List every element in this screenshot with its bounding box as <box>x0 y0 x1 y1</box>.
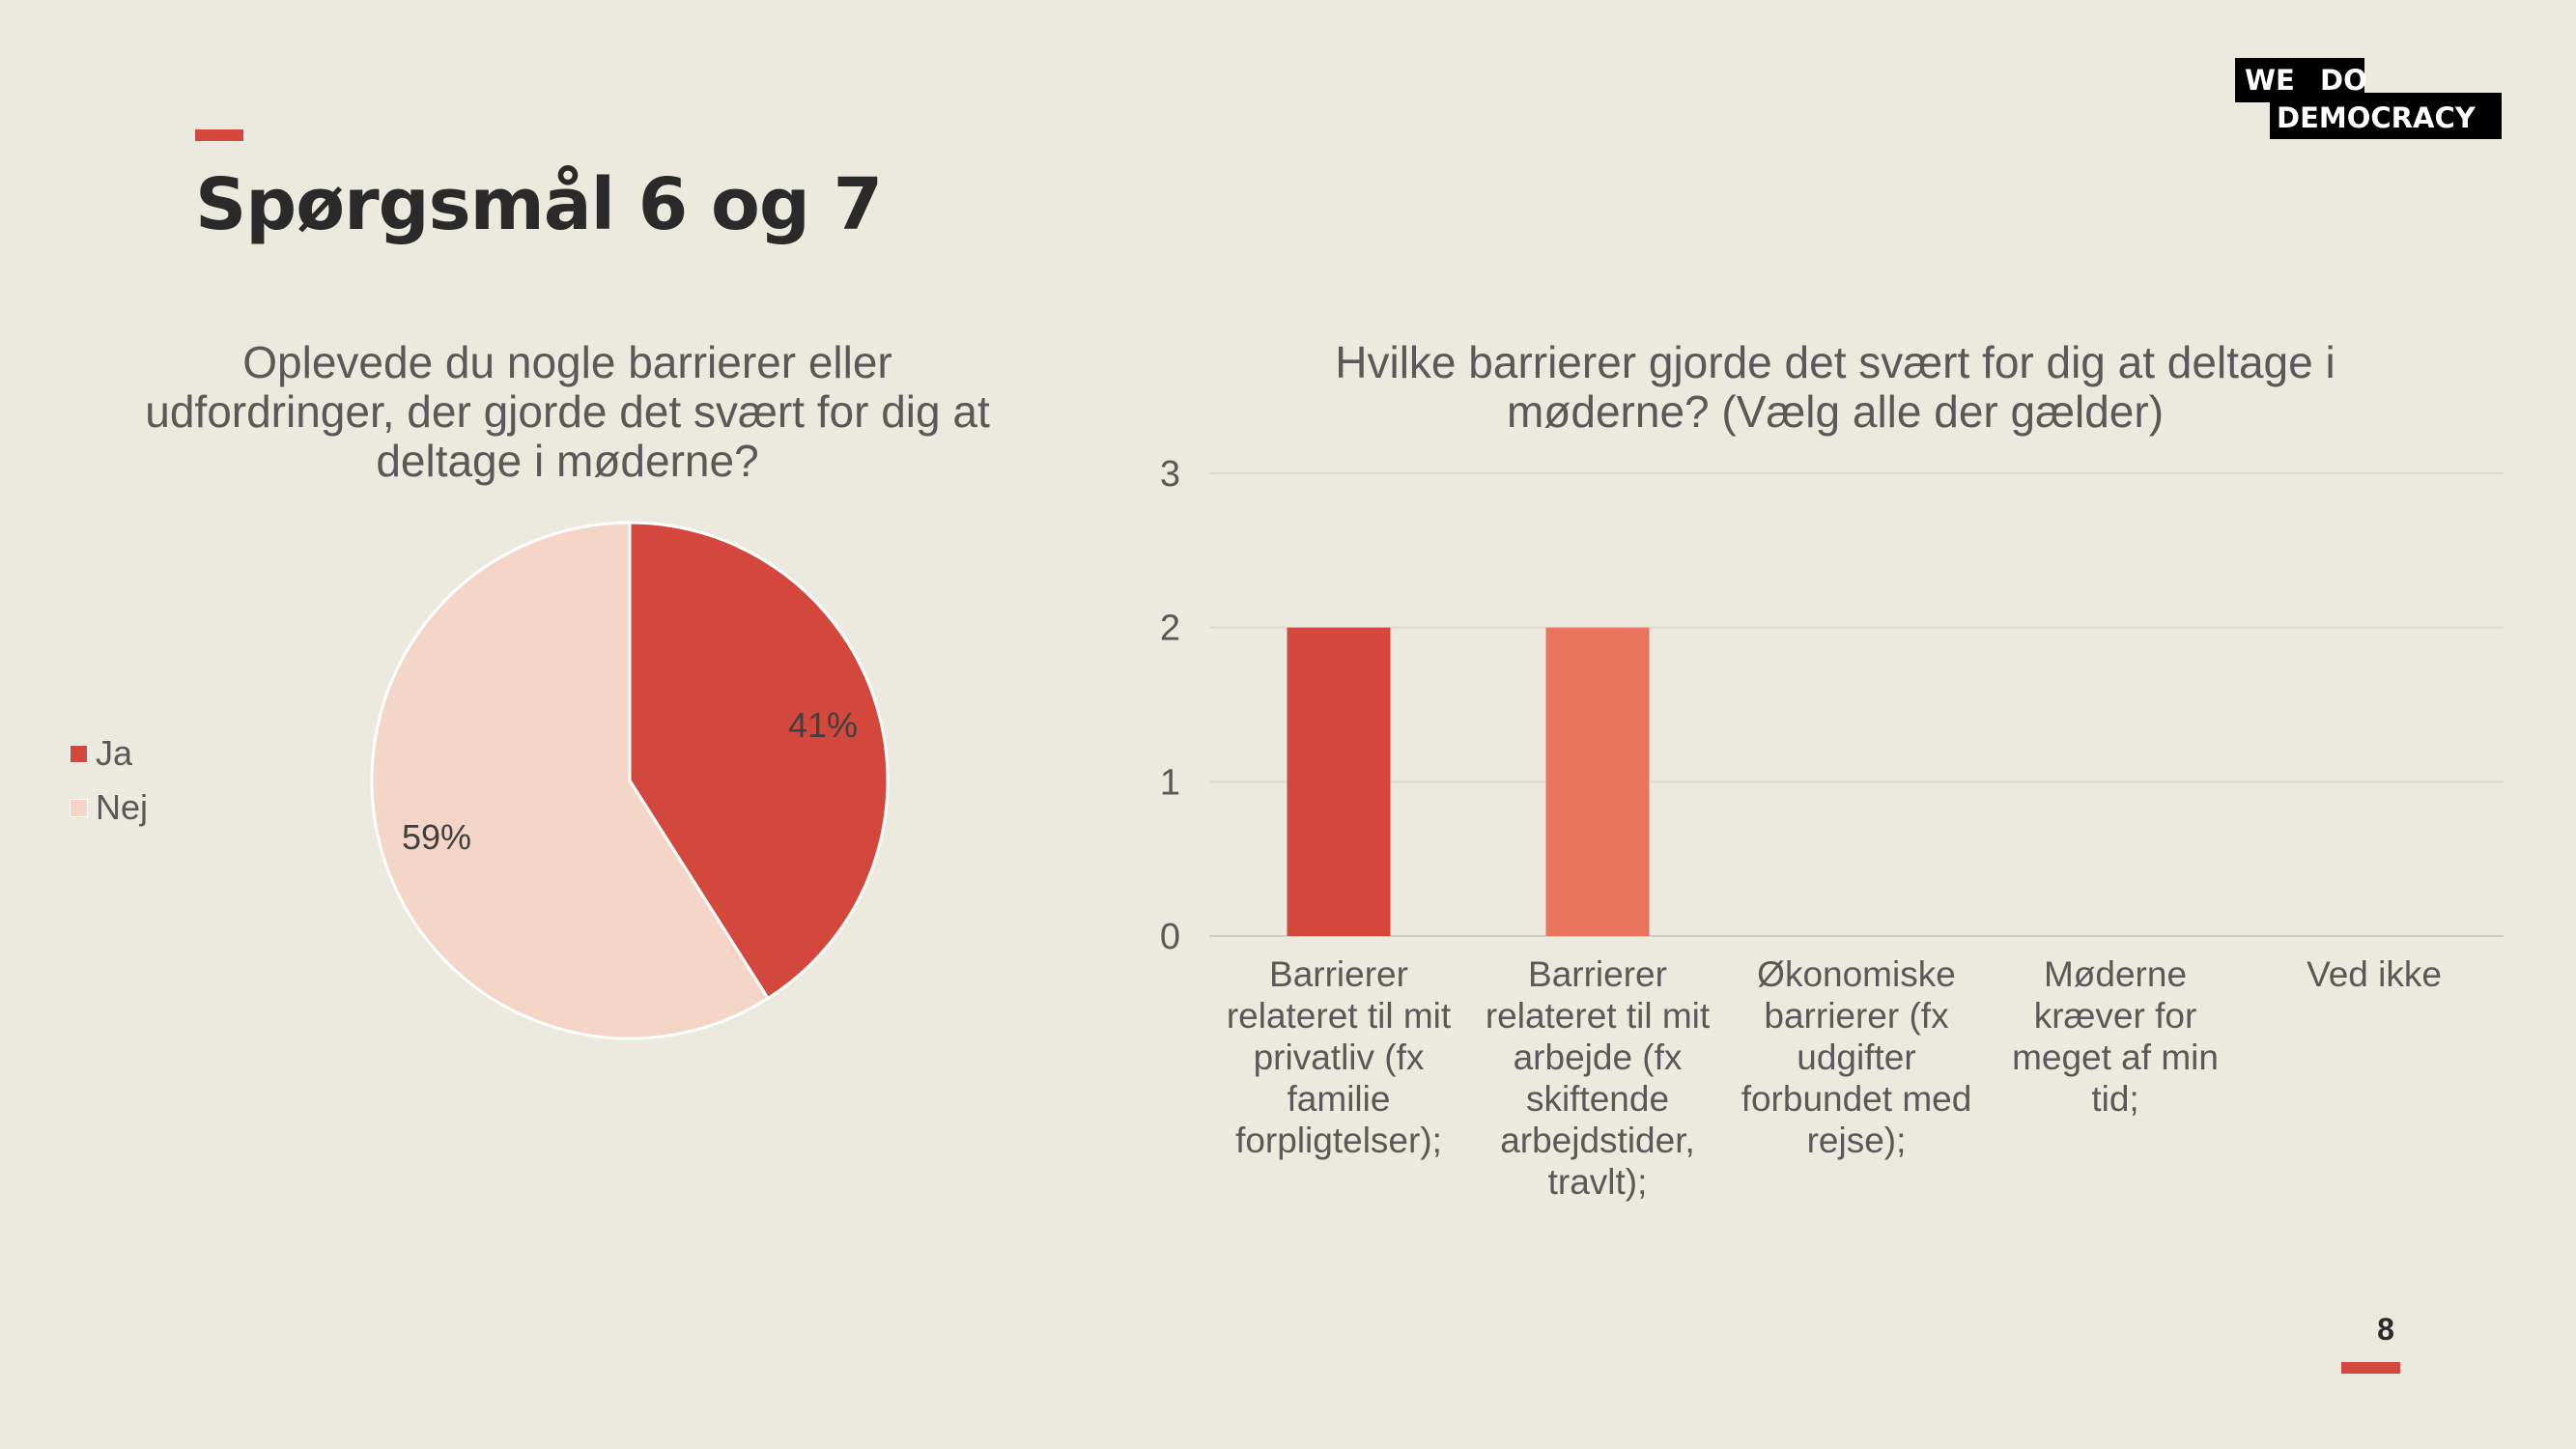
legend-item-nej: Nej <box>70 781 148 835</box>
page-number-accent-bar <box>2341 1362 2400 1374</box>
y-tick-label-0: 0 <box>1160 917 1180 957</box>
title-accent-bar <box>195 129 243 141</box>
logo-word-do: DO <box>2320 64 2367 97</box>
page-title: Spørgsmål 6 og 7 <box>195 163 883 246</box>
bar-chart-title: Hvilke barrierer gjorde det svært for di… <box>1335 337 2335 437</box>
x-category-label-4: Møderne kræver for meget af min tid; <box>2012 954 2219 1119</box>
pie-data-label-nej: 59% <box>402 817 471 857</box>
logo-word-we: WE <box>2245 64 2295 97</box>
bar-2 <box>1545 627 1650 936</box>
y-tick-label-2: 2 <box>1160 609 1180 649</box>
pie-legend: Ja Nej <box>70 726 148 835</box>
x-category-label-3: Økonomiske barrierer (fx udgifter forbun… <box>1741 954 1972 1160</box>
page-number: 8 <box>2377 1312 2394 1347</box>
bar-1 <box>1287 627 1391 936</box>
legend-item-ja: Ja <box>70 726 148 781</box>
pie-slice-nej <box>370 521 771 1040</box>
legend-swatch-ja <box>70 744 88 763</box>
legend-swatch-nej <box>70 798 88 817</box>
x-category-label-2: Barrierer relateret til mit arbejde (fx … <box>1485 954 1711 1202</box>
y-tick-label-3: 3 <box>1160 454 1180 495</box>
legend-label-ja: Ja <box>96 733 133 773</box>
x-category-label-1: Barrierer relateret til mit privatliv (f… <box>1226 954 1452 1160</box>
pie-data-label-ja: 41% <box>788 705 858 745</box>
y-tick-label-1: 1 <box>1160 762 1180 803</box>
x-category-label-5: Ved ikke <box>2307 954 2442 994</box>
pie-slice-ja <box>628 521 890 1001</box>
legend-label-nej: Nej <box>96 787 149 827</box>
pie-chart-title: Oplevede du nogle barrierer eller udford… <box>145 337 990 486</box>
logo-word-democracy: DEMOCRACY <box>2277 101 2477 134</box>
we-do-democracy-logo: WE DO DEMOCRACY <box>2235 58 2502 139</box>
